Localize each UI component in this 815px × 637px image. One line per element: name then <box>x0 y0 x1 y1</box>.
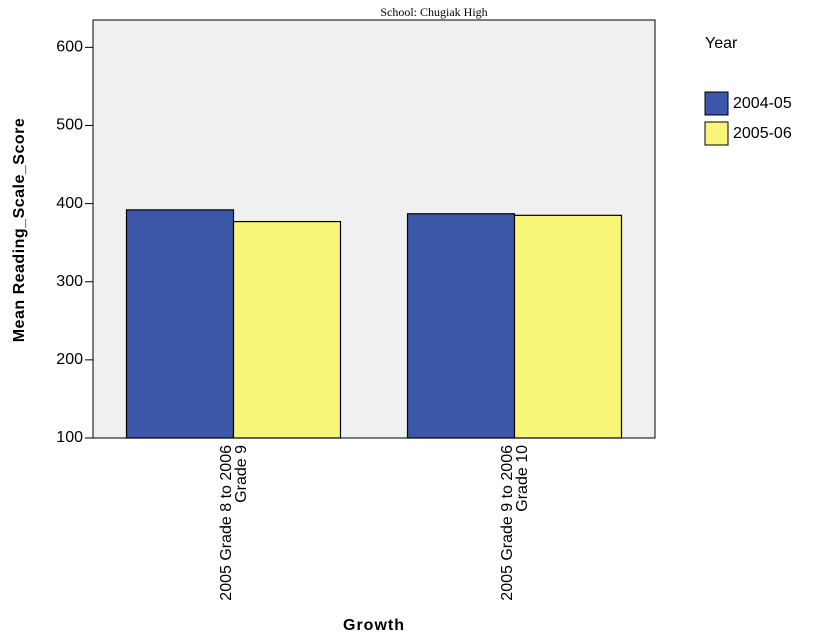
legend-swatch <box>704 91 729 116</box>
legend-label: 2005-06 <box>733 125 792 142</box>
bar <box>232 220 342 439</box>
x-tick-label: 2005 Grade 9 to 2006 Grade 10 <box>498 445 531 601</box>
chart-title: School: Chugiak High <box>380 5 487 19</box>
bar <box>125 209 235 439</box>
bar <box>513 214 623 439</box>
bar <box>406 213 516 439</box>
x-tick-label: 2005 Grade 8 to 2006 Grade 9 <box>217 445 250 601</box>
y-tick-label: 400 <box>56 195 83 212</box>
y-tick-label: 200 <box>56 351 83 368</box>
x-axis-label: Growth <box>343 617 405 634</box>
y-tick-label: 300 <box>56 273 83 290</box>
y-tick-label: 600 <box>56 39 83 56</box>
legend-title: Year <box>705 35 738 52</box>
y-tick-label: 100 <box>56 429 83 446</box>
y-tick-label: 500 <box>56 117 83 134</box>
legend-swatch <box>704 121 729 146</box>
y-axis-label: Mean Reading_Scale_Score <box>11 118 28 343</box>
legend-label: 2004-05 <box>733 95 792 112</box>
